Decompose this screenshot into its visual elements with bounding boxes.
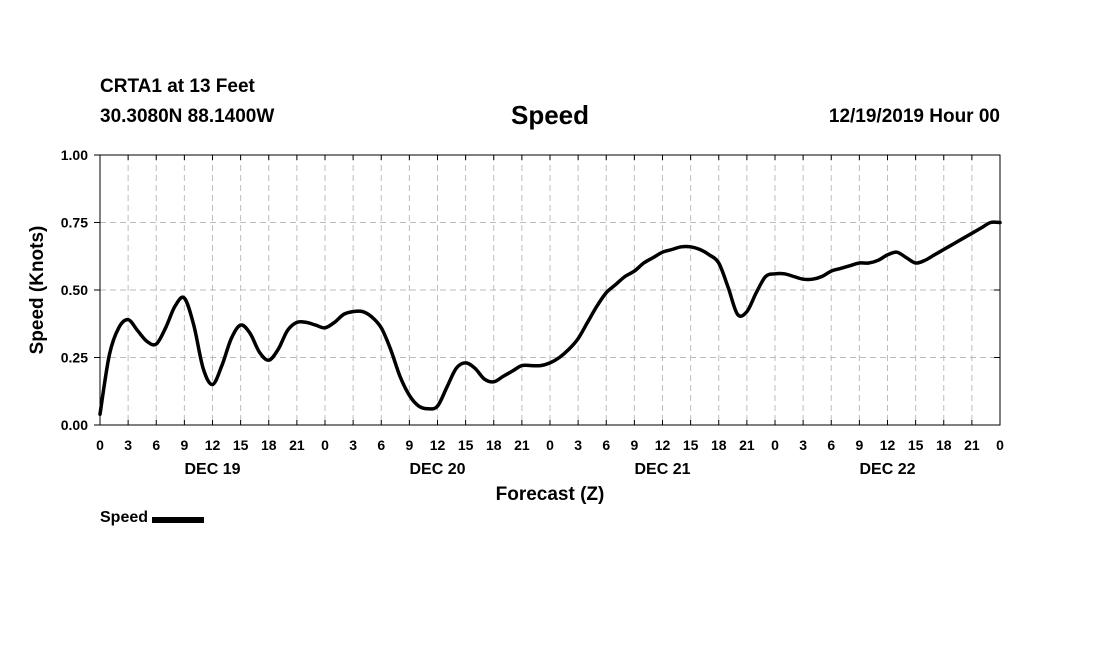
x-tick-label: 9 [180, 437, 188, 453]
legend-swatch [152, 516, 205, 523]
day-label: DEC 21 [634, 461, 690, 478]
x-tick-label: 6 [602, 437, 610, 453]
y-tick-label: 0.75 [61, 215, 88, 231]
day-label: DEC 19 [184, 461, 240, 478]
plot-frame [99, 154, 1001, 426]
x-tick-label: 3 [574, 437, 582, 453]
x-tick-label: 3 [124, 437, 132, 453]
x-tick-label: 21 [739, 437, 755, 453]
day-label: DEC 20 [409, 461, 465, 478]
legend-label: Speed [100, 509, 149, 526]
x-tick-label: 15 [908, 437, 924, 453]
x-tick-label: 0 [546, 437, 554, 453]
legend: Speed [100, 509, 205, 527]
station-label: CRTA1 at 13 Feet [100, 76, 255, 97]
day-labels: DEC 19 DEC 20 DEC 21 DEC 22 [184, 461, 915, 478]
x-tick-label: 15 [683, 437, 699, 453]
x-tick-label: 0 [996, 437, 1004, 453]
grid-lines [100, 155, 1000, 425]
x-tick-label: 3 [799, 437, 807, 453]
x-tick-labels: 0 3 6 9 12 15 18 21 0 3 6 9 12 15 18 21 0 3 6 9 12 15 18 21 0 3 6 9… [96, 437, 1004, 453]
x-tick-label: 3 [349, 437, 357, 453]
x-tick-label: 12 [205, 437, 221, 453]
forecast-datetime: 12/19/2019 Hour 00 [828, 106, 1000, 127]
x-tick-label: 6 [377, 437, 385, 453]
y-axis-label: Speed (Knots) [27, 226, 48, 355]
x-tick-label: 9 [630, 437, 638, 453]
x-tick-label: 15 [458, 437, 474, 453]
x-tick-label: 21 [514, 437, 530, 453]
y-tick-labels: 0.00 0.25 0.50 0.75 1.00 [61, 147, 88, 433]
x-tick-label: 9 [855, 437, 863, 453]
x-tick-label: 18 [711, 437, 727, 453]
x-tick-label: 6 [827, 437, 835, 453]
x-tick-label: 21 [964, 437, 980, 453]
y-tick-label: 0.50 [61, 282, 88, 298]
x-tick-label: 12 [880, 437, 896, 453]
day-label: DEC 22 [859, 461, 915, 478]
x-tick-label: 0 [321, 437, 329, 453]
chart-title: Speed [510, 100, 590, 130]
x-tick-label: 15 [233, 437, 249, 453]
axis-ticks [94, 154, 1001, 426]
x-tick-label: 0 [96, 437, 104, 453]
x-tick-label: 12 [430, 437, 446, 453]
x-tick-label: 0 [771, 437, 779, 453]
x-tick-label: 12 [655, 437, 671, 453]
y-tick-label: 1.00 [61, 147, 88, 163]
x-tick-label: 21 [289, 437, 305, 453]
coordinates-label: 30.3080N 88.1400W [100, 106, 275, 127]
y-tick-label: 0.25 [61, 350, 88, 366]
x-tick-label: 9 [405, 437, 413, 453]
x-tick-label: 18 [486, 437, 502, 453]
x-tick-label: 18 [261, 437, 277, 453]
x-tick-label: 18 [936, 437, 952, 453]
x-axis-label: Forecast (Z) [496, 484, 605, 505]
y-tick-label: 0.00 [61, 417, 88, 433]
series-line-speed [98, 220, 1002, 416]
x-tick-label: 6 [152, 437, 160, 453]
series-group [98, 220, 1002, 416]
